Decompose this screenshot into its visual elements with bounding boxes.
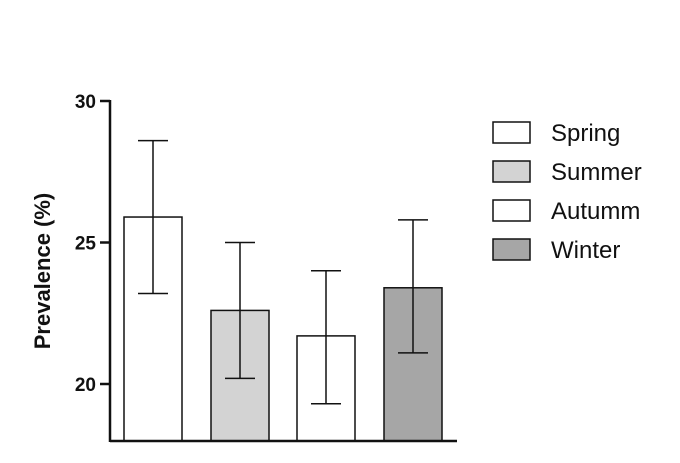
- legend: Spring Summer Autumm Winter: [492, 120, 642, 264]
- y-tick-label: 25: [75, 234, 97, 255]
- legend-swatch-summer: [492, 160, 531, 183]
- error-bar: [138, 139, 168, 295]
- legend-label-winter: Winter: [551, 237, 620, 264]
- y-ticks: 20 25 30: [75, 92, 110, 396]
- legend-label-autumm: Autumm: [551, 198, 640, 225]
- y-axis-label: Prevalence (%): [30, 193, 55, 350]
- legend-swatch-autumm: [492, 199, 531, 222]
- y-tick-label: 20: [75, 375, 96, 396]
- legend-swatch-spring: [492, 121, 531, 144]
- legend-label-spring: Spring: [551, 120, 620, 147]
- legend-label-summer: Summer: [551, 159, 642, 186]
- error-bar: [398, 219, 428, 354]
- y-tick-label: 30: [75, 92, 96, 113]
- legend-swatch-winter: [492, 238, 531, 261]
- error-bar: [311, 270, 341, 405]
- error-bar: [225, 241, 255, 380]
- bars-layer: [123, 139, 443, 442]
